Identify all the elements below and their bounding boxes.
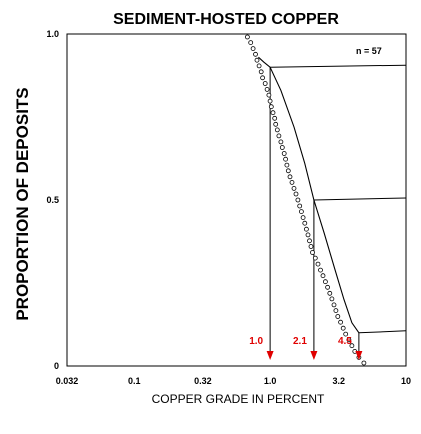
data-point xyxy=(256,63,262,69)
data-point xyxy=(310,250,315,255)
data-point xyxy=(303,226,309,232)
data-point xyxy=(267,98,273,104)
data-point xyxy=(333,308,339,314)
data-point xyxy=(329,296,335,302)
data-point xyxy=(302,220,308,226)
data-point xyxy=(315,261,321,267)
data-point xyxy=(335,314,341,319)
quantile-marker-label: 1.0 xyxy=(249,336,263,347)
data-point xyxy=(322,279,328,285)
y-tick-label: 0 xyxy=(54,361,59,371)
data-point xyxy=(307,238,312,244)
data-point xyxy=(285,168,291,174)
data-point xyxy=(284,162,290,168)
data-points xyxy=(244,34,367,366)
x-tick-label: 10 xyxy=(401,376,411,386)
x-tick-label: 0.032 xyxy=(56,376,79,386)
data-point xyxy=(361,360,367,366)
x-axis-label: COPPER GRADE IN PERCENT xyxy=(152,392,325,406)
quantile-horizontal-line xyxy=(358,330,407,334)
data-point xyxy=(283,156,289,162)
plot-frame xyxy=(66,33,407,367)
data-point xyxy=(254,57,260,63)
data-point xyxy=(308,244,314,249)
data-point xyxy=(260,75,266,81)
data-point xyxy=(318,267,323,273)
data-point xyxy=(320,273,326,279)
y-axis-label: PROPORTION OF DEPOSITS xyxy=(13,87,32,320)
x-tick-label: 0.32 xyxy=(194,376,212,386)
data-point xyxy=(244,34,250,40)
data-point xyxy=(312,255,318,261)
data-point xyxy=(287,174,293,180)
data-point xyxy=(289,179,295,185)
fitted-curve-layer xyxy=(258,56,360,334)
data-point xyxy=(276,133,282,139)
quantile-marker-label: 2.1 xyxy=(293,336,307,347)
data-point xyxy=(248,40,254,45)
data-point xyxy=(270,110,276,116)
data-point xyxy=(331,302,337,308)
data-point xyxy=(297,203,303,209)
data-point xyxy=(343,331,349,337)
x-tick-label: 0.1 xyxy=(128,376,141,386)
data-point xyxy=(327,290,333,296)
data-point xyxy=(291,185,297,191)
quantile-arrow xyxy=(310,351,318,360)
data-point xyxy=(340,325,346,331)
data-point xyxy=(253,51,258,57)
quantile-arrow xyxy=(355,351,363,360)
data-point xyxy=(258,69,264,75)
x-tick-labels: 0.032 0.1 0.32 1.0 3.2 10 xyxy=(56,376,411,386)
data-point xyxy=(346,337,352,343)
data-point xyxy=(273,121,279,127)
data-point xyxy=(264,87,270,92)
quantile-horizontal-line xyxy=(313,197,407,201)
quantile-guides xyxy=(269,64,407,352)
data-point xyxy=(281,151,287,156)
data-point xyxy=(305,232,311,238)
data-point xyxy=(279,145,285,150)
quantile-marker-label: 4.5 xyxy=(338,336,352,347)
data-point xyxy=(250,46,256,51)
data-point xyxy=(272,115,278,121)
data-point xyxy=(274,127,280,133)
data-point xyxy=(300,215,306,221)
x-tick-label: 3.2 xyxy=(333,376,346,386)
data-point xyxy=(293,191,299,197)
data-point xyxy=(262,81,268,86)
x-tick-label: 1.0 xyxy=(264,376,277,386)
data-point xyxy=(268,104,274,110)
chart-title: SEDIMENT-HOSTED COPPER xyxy=(113,11,339,28)
data-point xyxy=(349,343,355,349)
fitted-curve xyxy=(258,56,360,334)
quantile-horizontal-line xyxy=(270,64,407,68)
quantile-markers: 1.0 2.1 4.5 xyxy=(249,336,363,360)
sample-size-note: n = 57 xyxy=(356,46,382,56)
data-point xyxy=(338,319,344,325)
quantile-arrow xyxy=(266,351,274,360)
data-point xyxy=(266,92,272,98)
y-tick-labels: 0 0.5 1.0 xyxy=(46,29,59,371)
data-point xyxy=(278,139,284,145)
data-point xyxy=(295,197,301,203)
data-point xyxy=(325,284,331,290)
y-tick-label: 0.5 xyxy=(46,195,59,205)
y-tick-label: 1.0 xyxy=(46,29,59,39)
data-point xyxy=(298,209,304,215)
